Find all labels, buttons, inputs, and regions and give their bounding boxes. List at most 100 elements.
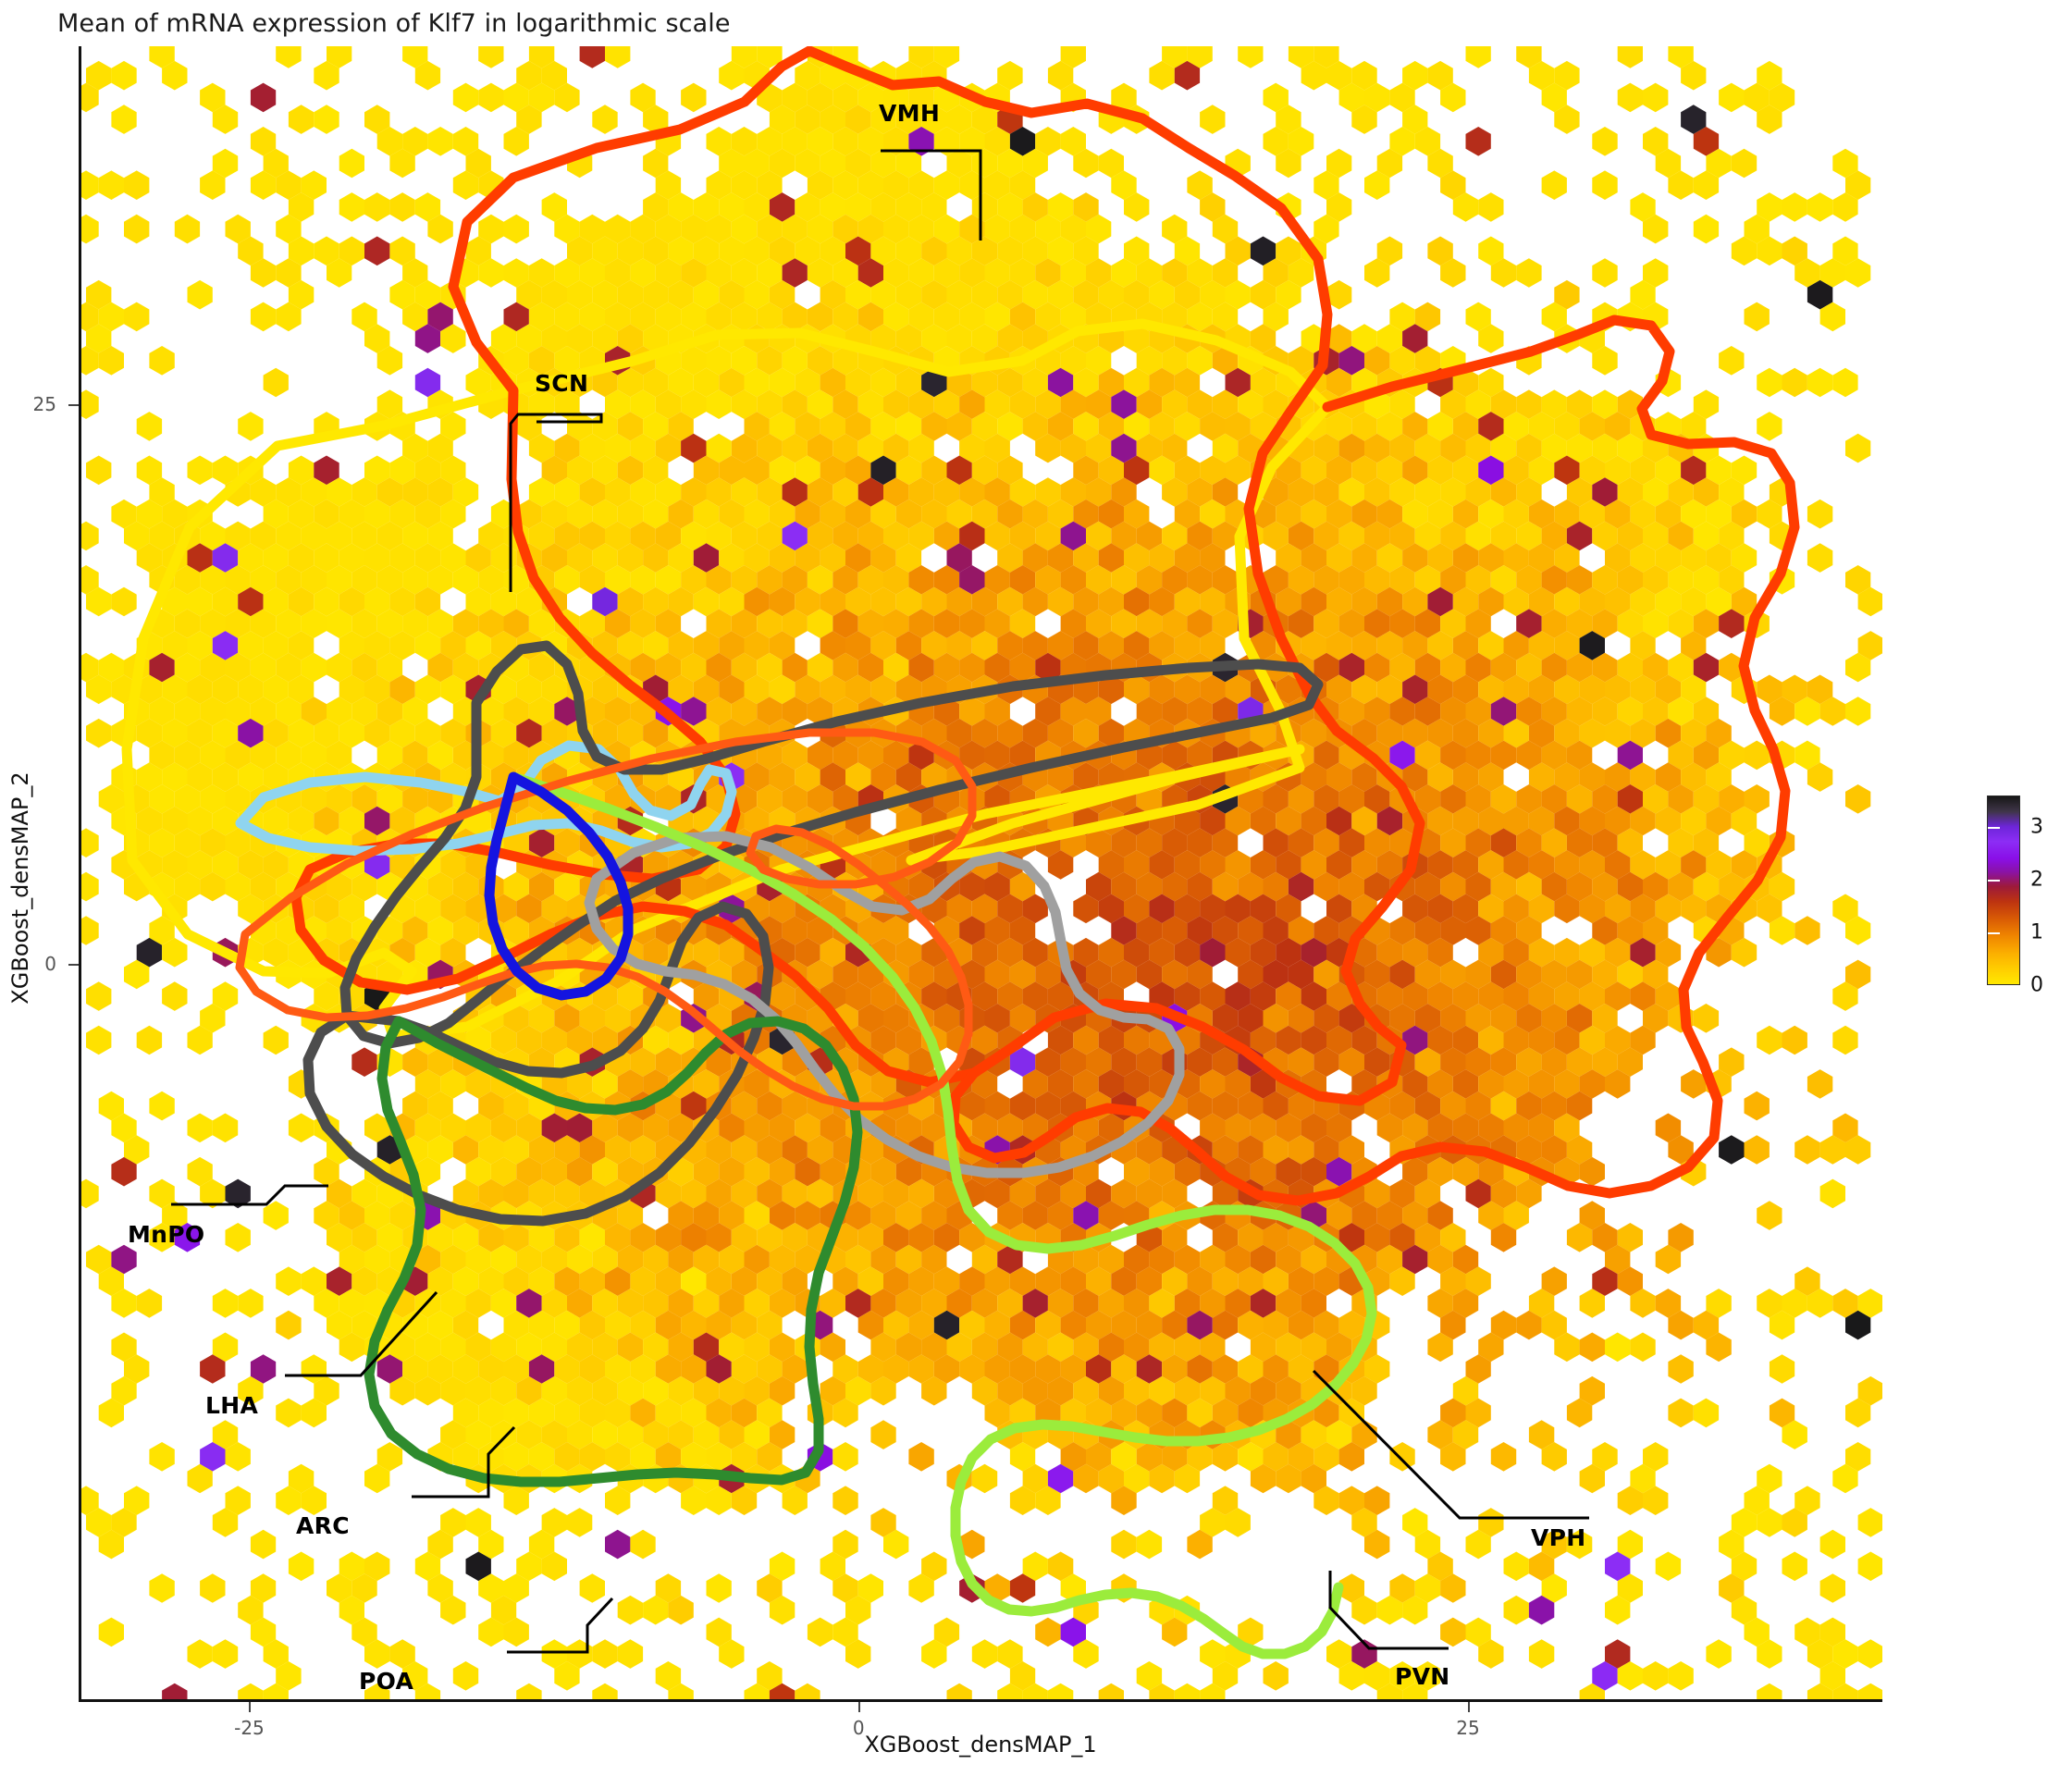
hexbin-cell — [1566, 1223, 1593, 1252]
x-axis-label: XGBoost_densMAP_1 — [864, 1732, 1097, 1758]
hexbin-cell — [86, 324, 112, 353]
hexbin-cell — [111, 1244, 137, 1275]
hexbin-cell — [1465, 127, 1491, 156]
hexbin-cell — [1819, 258, 1845, 288]
hexbin-cell — [1845, 697, 1871, 726]
hexbin-cell — [1744, 82, 1770, 113]
hexbin-cell — [250, 127, 277, 156]
hexbin-cell — [1757, 236, 1782, 266]
hexbin-cell — [1782, 236, 1807, 266]
hexbin-cell — [1592, 170, 1618, 200]
hexbin-cell — [1845, 959, 1871, 990]
hexbin-cell — [86, 60, 112, 91]
hexbin-cell — [250, 82, 277, 113]
hexbin-cell — [86, 455, 112, 486]
x-tick-label: -25 — [234, 1717, 265, 1739]
hexbin-cell — [1427, 148, 1453, 179]
hexbin-cell — [1845, 784, 1871, 814]
hexbin-cell — [1845, 1135, 1871, 1165]
hexbin-cell — [1389, 1223, 1415, 1252]
hexbin-cell — [1845, 433, 1871, 463]
colorbar-gradient — [1987, 796, 2020, 985]
y-axis-spine — [79, 46, 81, 1702]
hexbin-cell — [263, 148, 289, 179]
hexbin-cell — [1554, 60, 1580, 91]
hexbin-cell — [1554, 105, 1580, 134]
hexbin-cell — [1794, 916, 1820, 945]
hexbin-cell — [212, 148, 239, 179]
hexbin-cell — [79, 1178, 99, 1209]
hexbin-cell — [86, 1025, 112, 1055]
region-label-arc: ARC — [296, 1512, 350, 1539]
hexbin-cell — [1832, 192, 1858, 222]
hexbin-cell — [98, 652, 124, 683]
hexbin-cell — [1440, 1223, 1466, 1252]
hexbin-cell — [1617, 46, 1643, 68]
hexbin-cell — [86, 586, 112, 617]
hexbin-cell — [1541, 170, 1567, 200]
hexbin-cell — [1478, 192, 1504, 222]
y-tick-label: 0 — [44, 952, 56, 975]
hexbin-cell — [1807, 192, 1833, 222]
x-axis-spine — [79, 1699, 1882, 1702]
hexbin-cell — [174, 214, 201, 244]
hexbin-cell — [1681, 60, 1707, 91]
colorbar-tick — [1988, 827, 2000, 830]
hexbin-cell — [1643, 127, 1669, 156]
hexbin-cell — [79, 828, 99, 857]
hexbin-cell — [1807, 762, 1833, 792]
hexbin-cell — [79, 871, 99, 902]
hexbin-cell — [200, 82, 226, 113]
hexbin-cell — [1807, 279, 1833, 310]
hexbin-cell — [124, 1135, 150, 1165]
hexbin-cell — [1845, 916, 1871, 945]
hexbin-cell — [238, 236, 264, 266]
hexbin-cell — [1376, 1201, 1403, 1230]
hexbin-cell — [1757, 192, 1782, 222]
hexbin-cell — [1541, 82, 1567, 113]
hexbin-cell — [1794, 1135, 1820, 1165]
colorbar-tick — [1988, 932, 2000, 935]
hexbin-cell — [1832, 1113, 1858, 1143]
hexbin-cell — [1845, 652, 1871, 683]
hexbin-cell — [1845, 565, 1871, 595]
hexbin-cell — [149, 1223, 175, 1252]
hexbin-cell — [1794, 697, 1820, 726]
hexbin-cell — [79, 389, 99, 419]
hexbin-cell — [1592, 258, 1618, 288]
hexbin-cell — [263, 1201, 289, 1230]
hexbin-cell — [339, 1244, 364, 1275]
hexbin-cell — [1693, 127, 1720, 156]
hexbin-cell — [1655, 148, 1682, 179]
x-tick — [1468, 1702, 1471, 1712]
hexbin-cell — [1819, 697, 1845, 726]
region-label-mnpo: MnPO — [128, 1221, 205, 1248]
hexbin-cell — [1757, 105, 1782, 134]
hexbin-cell — [1668, 1223, 1694, 1252]
hexbin-cell — [79, 346, 99, 376]
plot-frame: -25 0 25 0 25 — [33, 46, 1882, 1739]
hexbin-cell — [1769, 82, 1795, 113]
hexbin-cell — [1757, 60, 1782, 91]
hexbin-cell — [98, 784, 124, 814]
hexbin-cell — [212, 1113, 239, 1143]
y-tick-label: 25 — [32, 393, 56, 416]
hexbin-cell — [1693, 170, 1720, 200]
hexbin-cell — [1440, 82, 1466, 113]
hexbin-cell — [1516, 46, 1542, 68]
hexbin-cell — [1592, 127, 1618, 156]
hexbin-cell — [1452, 192, 1479, 222]
hexbin-cell — [1794, 258, 1820, 288]
hexbin-cell — [1681, 105, 1707, 134]
hexbin-cell — [1845, 170, 1871, 200]
hexbin-cell — [1427, 60, 1453, 91]
hexbin-cell — [225, 214, 251, 244]
hexbin-cell — [1490, 258, 1517, 288]
hexbin-cell — [225, 1223, 251, 1252]
hexbin-cell — [1668, 170, 1694, 200]
hexbin-cell — [1643, 82, 1669, 113]
hexbin-cell — [1807, 367, 1833, 398]
hexbin-cell — [1832, 894, 1858, 924]
hexbin-cell — [1744, 214, 1770, 244]
